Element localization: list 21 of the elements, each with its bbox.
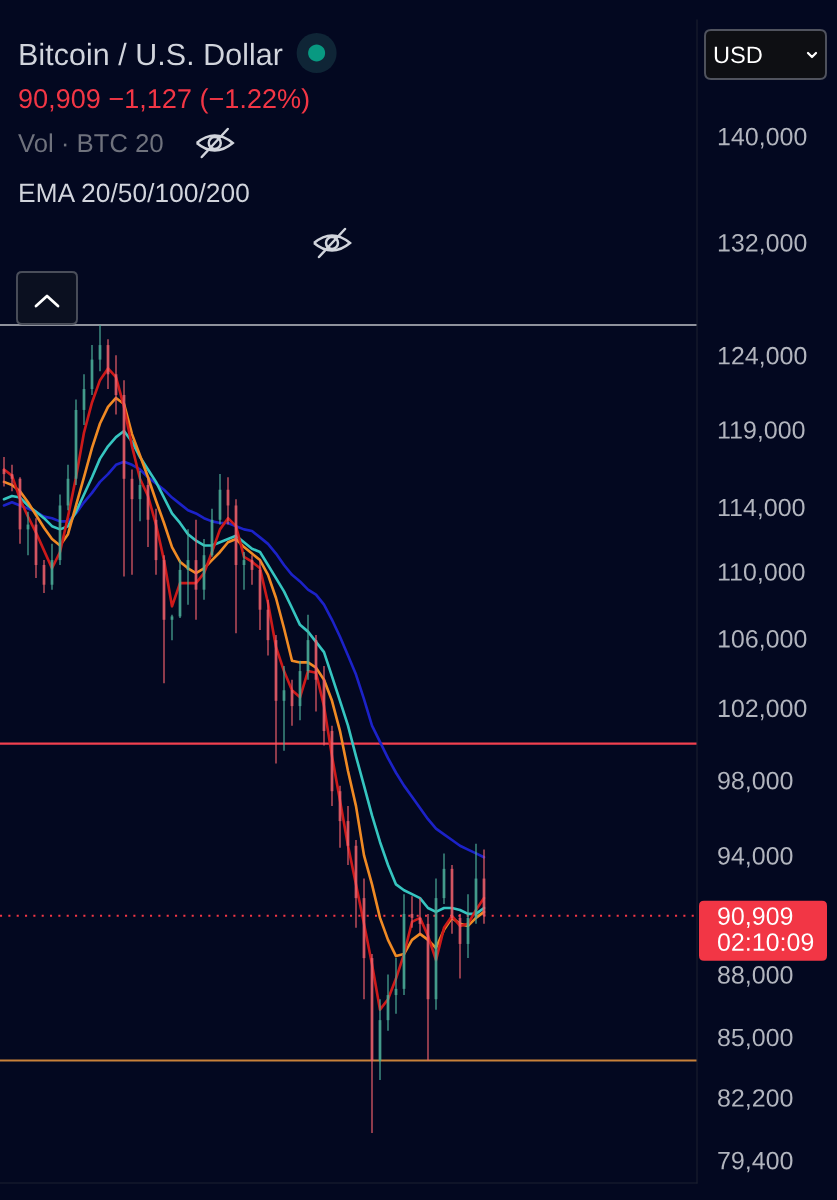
- y-tick-label: 94,000: [718, 846, 793, 868]
- text: USD: [714, 46, 762, 64]
- y-tick-label: 140,000: [718, 127, 807, 149]
- y-tick-label: 79,400: [718, 1151, 793, 1173]
- y-tick-label: 110,000: [718, 563, 805, 584]
- y-tick-label: 132,000: [718, 233, 807, 255]
- y-tick-label: 102,000: [718, 699, 807, 721]
- y-tick-label: 88,000: [718, 966, 793, 987]
- annotation: EMA 20/50/100/200: [20, 182, 249, 203]
- y-tick-label: 124,000: [718, 346, 807, 368]
- text: Bitcoin / U.S. Dollar: [20, 42, 283, 66]
- text: 90,909 −1,127 (−1.22%): [19, 88, 309, 114]
- y-tick-label: 119,000: [718, 421, 805, 442]
- y-tick-label: 114,000: [718, 498, 805, 520]
- y-tick-label: 106,000: [718, 630, 807, 651]
- annotation: Vol · BTC 20: [18, 133, 163, 153]
- y-tick-label: 82,200: [718, 1089, 793, 1110]
- text: 02:10:09: [717, 933, 814, 951]
- y-tick-label: 98,000: [718, 771, 793, 793]
- y-tick-label: 85,000: [718, 1028, 793, 1050]
- ref-line-label: 90,909: [718, 907, 793, 928]
